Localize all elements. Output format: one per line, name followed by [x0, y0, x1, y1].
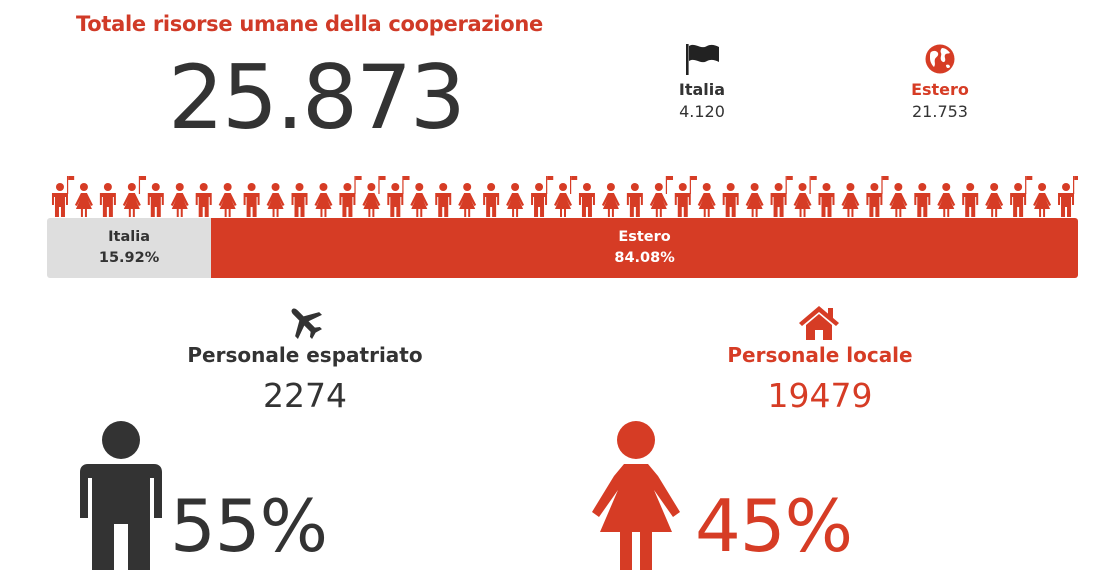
estero-stat: Estero 21.753 [880, 80, 1000, 121]
person-pictogram [387, 176, 410, 217]
person-pictogram [410, 183, 429, 217]
flag-icon [686, 44, 719, 75]
bar-segment-estero: Estero 84.08% [211, 218, 1078, 278]
woman-icon [592, 421, 680, 570]
person-pictogram [99, 183, 116, 217]
person-pictogram [626, 183, 643, 217]
person-pictogram [147, 183, 164, 217]
person-pictogram [362, 176, 386, 217]
women-percentage: 45% [695, 484, 853, 568]
person-pictogram [770, 176, 793, 217]
espatriato-title: Personale espatriato [187, 343, 423, 367]
estero-value: 21.753 [912, 102, 968, 121]
person-pictogram [266, 183, 285, 217]
person-pictogram [51, 176, 75, 217]
person-pictogram [195, 183, 212, 217]
locale-title: Personale locale [727, 343, 913, 367]
globe-icon [925, 44, 955, 74]
proportion-bar: Italia 15.92% Estero 84.08% [47, 218, 1078, 278]
person-pictogram [674, 176, 697, 217]
person-pictogram [937, 183, 956, 217]
italia-label: Italia [678, 80, 726, 99]
man-icon [80, 421, 162, 570]
bar-segment-italia: Italia 15.92% [47, 218, 212, 278]
person-pictogram [314, 183, 333, 217]
person-pictogram [218, 183, 237, 217]
person-pictogram [649, 176, 674, 217]
person-pictogram [1058, 176, 1078, 217]
person-pictogram [818, 183, 835, 217]
person-pictogram [745, 183, 764, 217]
person-pictogram [914, 183, 931, 217]
locale-value: 19479 [767, 376, 873, 415]
people-row [51, 176, 1078, 217]
estero-label: Estero [911, 80, 969, 99]
person-pictogram [483, 183, 500, 217]
person-pictogram [122, 176, 147, 217]
person-pictogram [793, 176, 817, 217]
total-count: 25.873 [168, 46, 466, 149]
person-pictogram [601, 183, 620, 217]
italia-stat: Italia 4.120 [642, 80, 762, 121]
person-pictogram [841, 183, 860, 217]
person-pictogram [554, 176, 578, 217]
person-pictogram [578, 183, 595, 217]
person-pictogram [74, 183, 93, 217]
men-percentage: 55% [170, 484, 328, 568]
person-pictogram [339, 176, 362, 217]
bar-italia-pct: 15.92% [98, 250, 160, 266]
bar-estero-label: Estero [618, 229, 671, 245]
person-pictogram [170, 183, 189, 217]
bar-italia-label: Italia [108, 229, 150, 245]
person-pictogram [506, 183, 525, 217]
person-pictogram [1010, 176, 1033, 217]
person-pictogram [697, 183, 716, 217]
person-pictogram [962, 183, 979, 217]
bar-estero-pct: 84.08% [614, 250, 675, 266]
person-pictogram [866, 176, 889, 217]
house-icon [799, 306, 839, 340]
person-pictogram [243, 183, 260, 217]
page-title: Totale risorse umane della cooperazione [76, 12, 543, 36]
italia-value: 4.120 [679, 102, 725, 121]
espatriato-value: 2274 [263, 376, 347, 415]
person-pictogram [531, 176, 554, 217]
plane-icon [291, 308, 322, 339]
person-pictogram [291, 183, 308, 217]
person-pictogram [458, 183, 477, 217]
person-pictogram [1033, 183, 1052, 217]
person-pictogram [722, 183, 739, 217]
person-pictogram [889, 183, 908, 217]
person-pictogram [985, 183, 1004, 217]
person-pictogram [435, 183, 452, 217]
